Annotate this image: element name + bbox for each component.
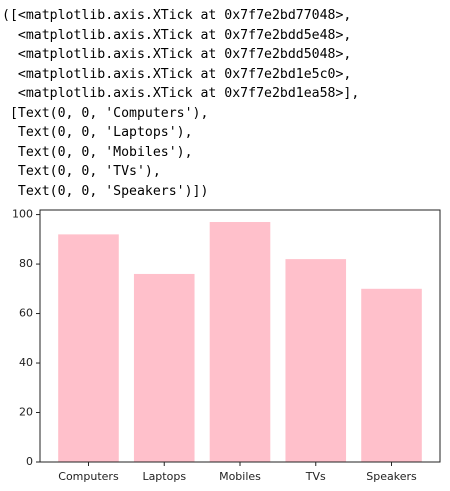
output-line: Text(0, 0, 'Mobiles'),: [2, 144, 193, 160]
bar: [58, 234, 119, 462]
output-line: Text(0, 0, 'Speakers')]): [2, 183, 209, 199]
plot-frame: [39, 209, 441, 463]
bar: [361, 288, 422, 462]
console-output: ([<matplotlib.axis.XTick at 0x7f7e2bd770…: [2, 6, 359, 201]
output-line: <matplotlib.axis.XTick at 0x7f7e2bd1ea58…: [2, 86, 360, 101]
x-tick-label: Computers: [58, 470, 119, 483]
output-line: ([<matplotlib.axis.XTick at 0x7f7e2bd770…: [2, 8, 352, 23]
x-tick-label: TVs: [305, 470, 326, 483]
bar: [285, 259, 347, 462]
output-line: <matplotlib.axis.XTick at 0x7f7e2bdd5048…: [2, 47, 352, 62]
x-tick-label: Laptops: [142, 470, 186, 483]
y-tick-label: 80: [19, 257, 33, 270]
bar: [133, 273, 195, 462]
output-line: <matplotlib.axis.XTick at 0x7f7e2bdd5e48…: [2, 27, 352, 43]
output-line: [Text(0, 0, 'Computers'),: [2, 105, 209, 121]
y-tick-label: 60: [19, 307, 33, 320]
y-tick-label: 20: [19, 406, 33, 419]
y-tick-label: 0: [26, 455, 33, 468]
y-tick-label: 40: [19, 356, 33, 369]
output-line: Text(0, 0, 'TVs'),: [2, 164, 161, 179]
output-line: <matplotlib.axis.XTick at 0x7f7e2bd1e5c0…: [2, 66, 352, 82]
output-line: Text(0, 0, 'Laptops'),: [2, 125, 193, 140]
bar: [209, 222, 271, 462]
x-tick-label: Mobiles: [219, 470, 261, 483]
y-tick-label: 100: [12, 208, 33, 221]
x-tick-label: Speakers: [366, 470, 417, 483]
